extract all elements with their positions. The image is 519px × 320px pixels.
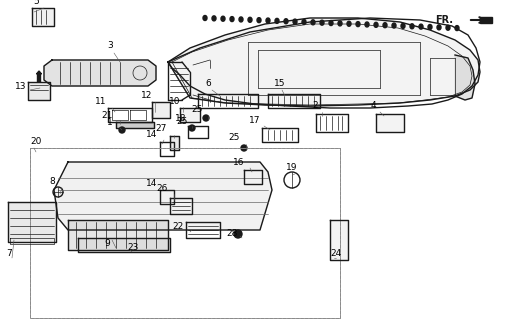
- Text: 14: 14: [146, 130, 157, 139]
- Polygon shape: [170, 136, 179, 150]
- Text: 7: 7: [6, 249, 12, 258]
- Text: 28: 28: [227, 229, 238, 238]
- Text: 20: 20: [30, 137, 42, 146]
- Text: 19: 19: [286, 163, 298, 172]
- Polygon shape: [180, 108, 200, 122]
- Text: FR.: FR.: [435, 15, 453, 25]
- Text: 10: 10: [169, 97, 180, 106]
- Polygon shape: [455, 55, 475, 100]
- Ellipse shape: [419, 24, 423, 29]
- Text: 17: 17: [249, 116, 260, 125]
- Polygon shape: [28, 82, 50, 100]
- Text: 21: 21: [102, 111, 113, 120]
- Ellipse shape: [338, 21, 342, 26]
- Ellipse shape: [428, 25, 432, 29]
- Circle shape: [241, 145, 247, 151]
- Ellipse shape: [401, 23, 405, 28]
- Ellipse shape: [257, 18, 261, 23]
- Circle shape: [203, 115, 209, 121]
- Text: 12: 12: [141, 91, 152, 100]
- Ellipse shape: [392, 23, 396, 28]
- Ellipse shape: [347, 21, 351, 26]
- Polygon shape: [32, 8, 54, 26]
- Polygon shape: [116, 122, 154, 128]
- Text: 8: 8: [49, 177, 55, 186]
- Circle shape: [119, 127, 125, 133]
- Polygon shape: [68, 220, 168, 250]
- Text: 25: 25: [192, 105, 203, 114]
- Polygon shape: [330, 220, 348, 260]
- Ellipse shape: [221, 16, 225, 21]
- Ellipse shape: [266, 18, 270, 23]
- Ellipse shape: [311, 20, 315, 25]
- Ellipse shape: [455, 26, 459, 31]
- Polygon shape: [376, 114, 404, 132]
- Ellipse shape: [284, 19, 288, 24]
- Polygon shape: [54, 162, 272, 230]
- Ellipse shape: [437, 25, 441, 30]
- Text: 14: 14: [146, 179, 157, 188]
- FancyArrow shape: [36, 71, 42, 82]
- Polygon shape: [480, 17, 492, 23]
- Circle shape: [234, 230, 242, 238]
- Polygon shape: [78, 238, 170, 252]
- Text: 26: 26: [157, 184, 168, 193]
- Text: 23: 23: [127, 243, 139, 252]
- Text: 4: 4: [371, 101, 376, 110]
- Ellipse shape: [365, 22, 369, 27]
- Text: 1: 1: [107, 118, 113, 127]
- Ellipse shape: [248, 17, 252, 22]
- Ellipse shape: [203, 15, 207, 20]
- Ellipse shape: [302, 20, 306, 24]
- Ellipse shape: [230, 17, 234, 21]
- Text: 5: 5: [33, 0, 39, 6]
- Text: 9: 9: [104, 239, 110, 248]
- Text: 25: 25: [176, 117, 188, 126]
- Ellipse shape: [320, 20, 324, 25]
- Ellipse shape: [383, 23, 387, 28]
- Text: 27: 27: [156, 124, 167, 133]
- Text: 22: 22: [173, 222, 184, 231]
- Ellipse shape: [275, 18, 279, 23]
- Text: 6: 6: [205, 79, 211, 88]
- Ellipse shape: [293, 19, 297, 24]
- Ellipse shape: [356, 22, 360, 27]
- Text: 3: 3: [107, 41, 113, 50]
- Text: 16: 16: [233, 158, 244, 167]
- Text: 18: 18: [174, 114, 186, 123]
- Polygon shape: [168, 18, 480, 106]
- Circle shape: [189, 125, 195, 131]
- Text: 25: 25: [229, 133, 240, 142]
- Polygon shape: [8, 202, 56, 242]
- Text: 11: 11: [94, 97, 106, 106]
- Text: 15: 15: [274, 79, 286, 88]
- Ellipse shape: [329, 20, 333, 26]
- Ellipse shape: [446, 25, 450, 30]
- Ellipse shape: [239, 17, 243, 22]
- Text: 24: 24: [330, 249, 342, 258]
- Polygon shape: [152, 102, 170, 118]
- Polygon shape: [44, 60, 156, 86]
- Text: 13: 13: [15, 82, 26, 91]
- Ellipse shape: [410, 24, 414, 29]
- Ellipse shape: [212, 16, 216, 21]
- Text: 2: 2: [312, 101, 318, 110]
- Ellipse shape: [374, 22, 378, 27]
